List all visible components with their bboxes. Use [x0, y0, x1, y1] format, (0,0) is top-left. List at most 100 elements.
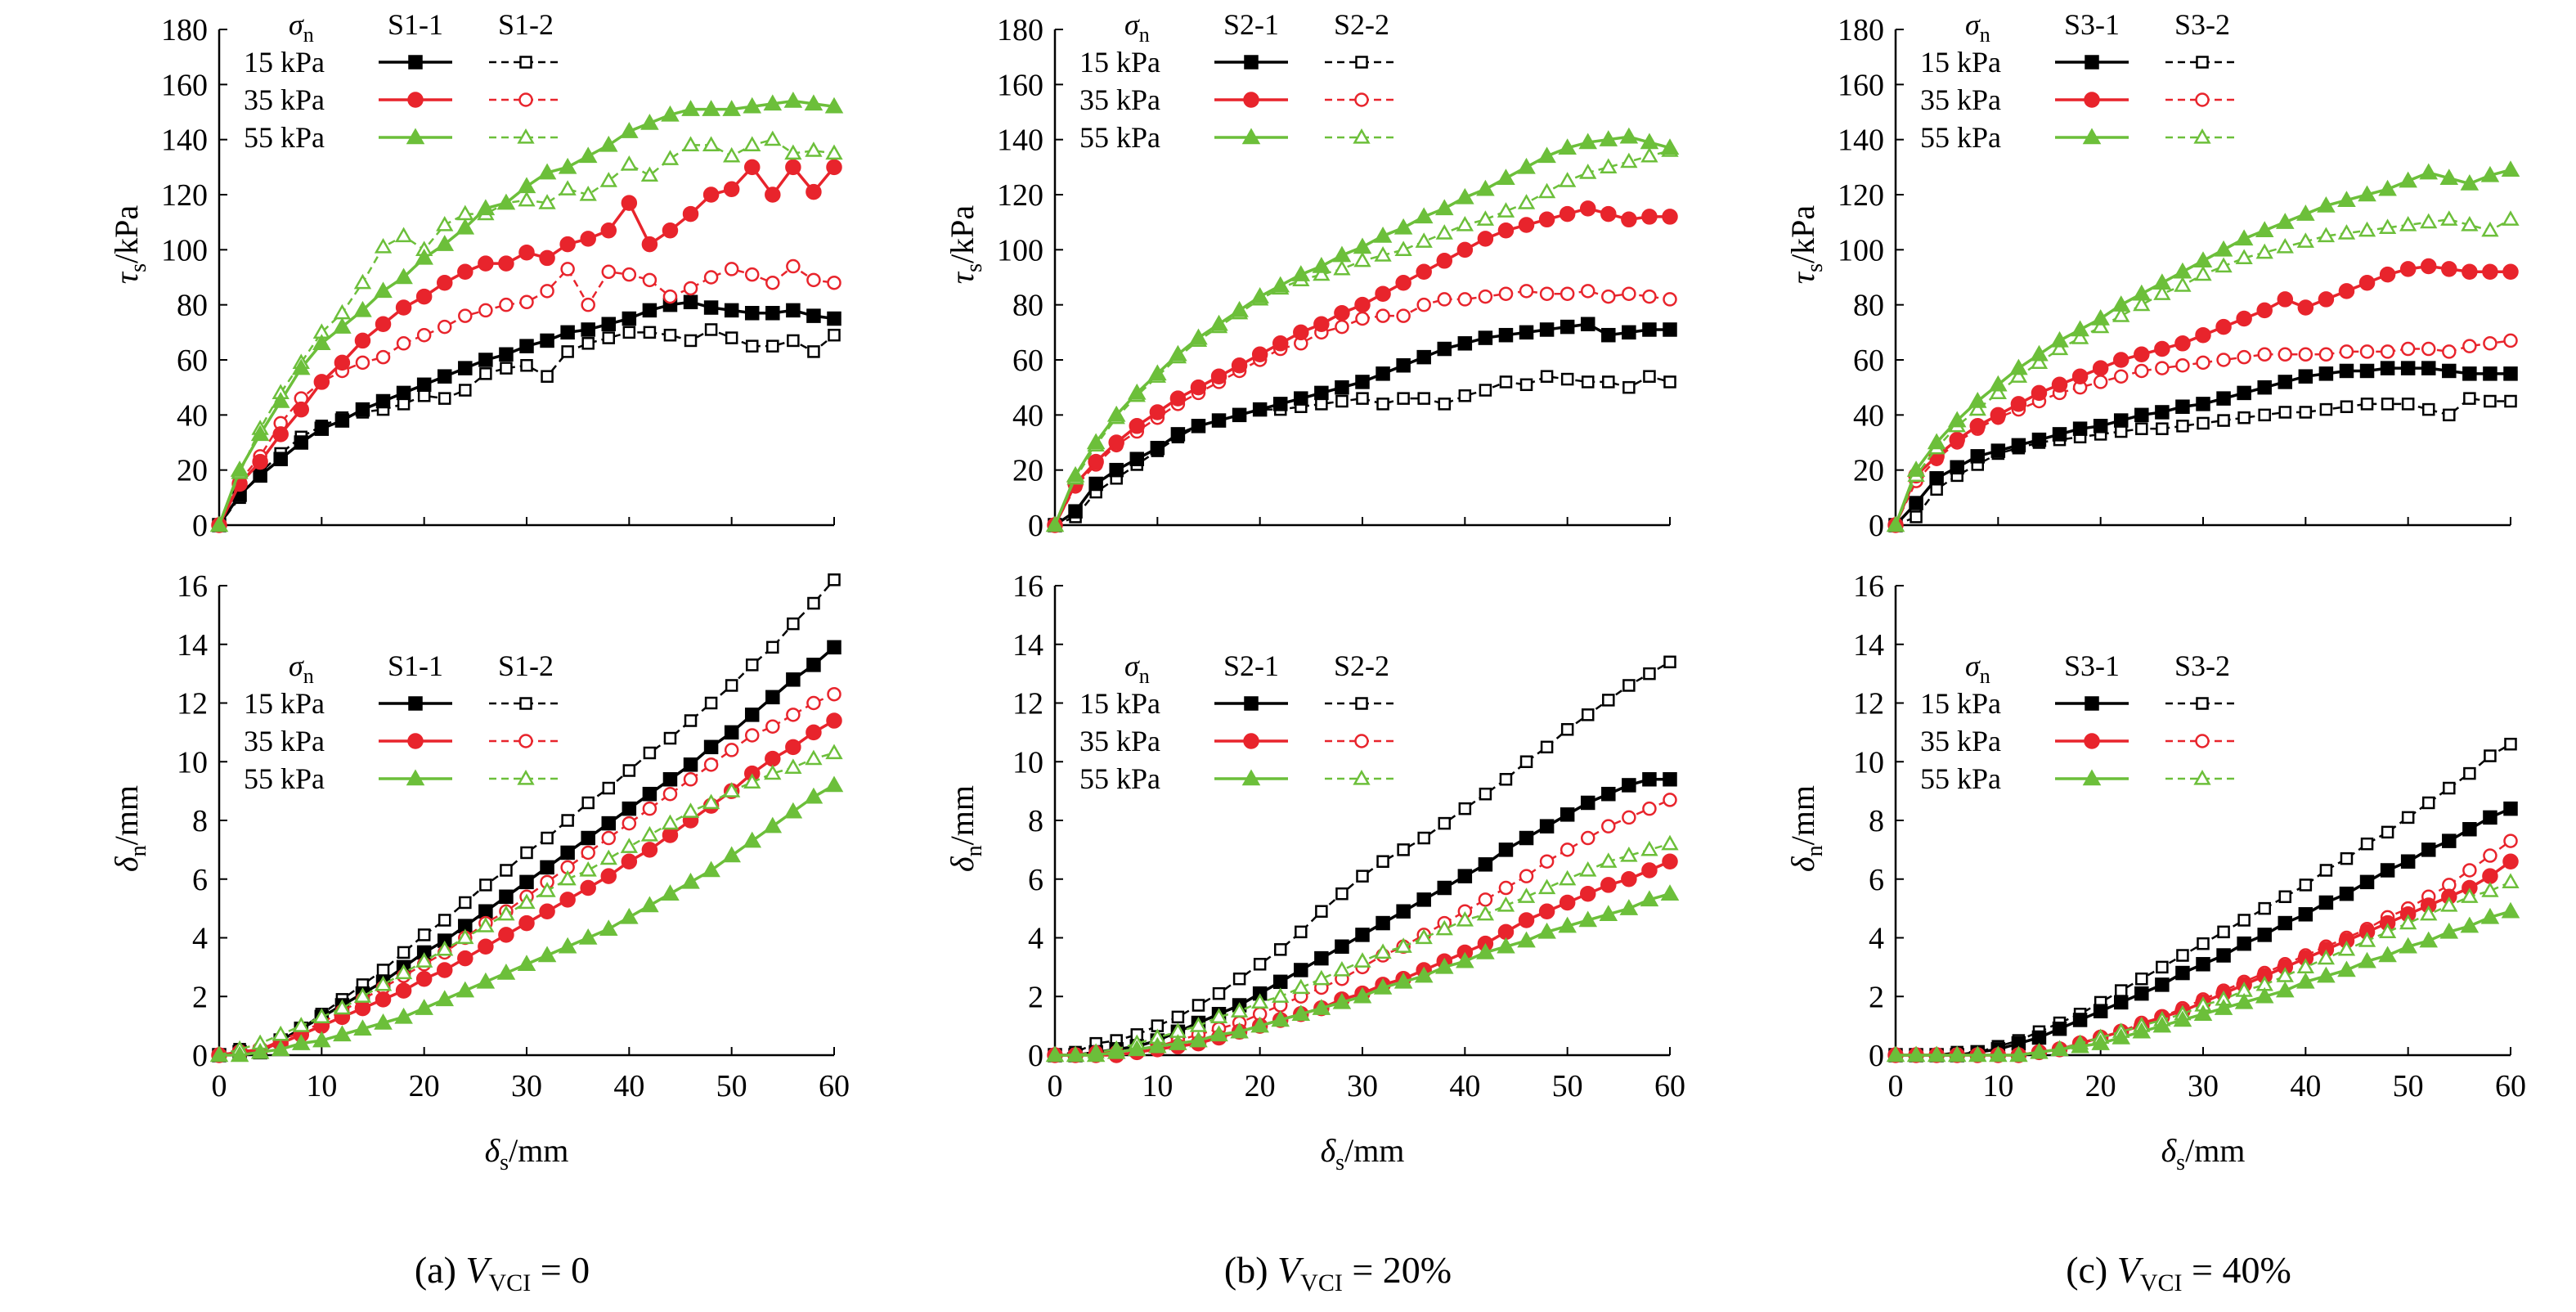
data-point-open [2483, 848, 2497, 863]
data-point-filled [1498, 327, 1514, 343]
data-point-open [1498, 286, 1514, 301]
legend-marker-filled [2084, 733, 2100, 749]
data-point-open [745, 658, 759, 672]
data-point-filled [1599, 130, 1618, 146]
data-point-filled [2030, 1042, 2049, 1059]
data-point-filled [2399, 171, 2417, 188]
data-point-filled [806, 658, 821, 672]
data-point-filled [374, 281, 393, 299]
data-point-filled [2359, 363, 2375, 379]
data-point-filled [291, 1034, 311, 1050]
data-point-filled [333, 1025, 352, 1042]
data-point-filled [539, 249, 555, 267]
data-point-filled [2010, 396, 2027, 412]
data-point-filled [1355, 928, 1370, 942]
data-point-filled [2092, 360, 2109, 376]
data-point-open [1456, 216, 1474, 231]
data-point-filled [1250, 1016, 1269, 1033]
data-point-filled [1989, 375, 2008, 392]
data-point-filled [641, 842, 658, 858]
data-point-open [828, 573, 841, 586]
legend-marker-open [2195, 92, 2210, 107]
data-point-open [1212, 986, 1226, 1000]
data-point-open [2194, 265, 2212, 281]
data-point-open [438, 392, 451, 405]
data-point-filled [702, 100, 720, 116]
data-point-open [1458, 802, 1472, 816]
data-point-open [417, 389, 431, 402]
data-point-filled [1169, 344, 1187, 362]
y-tick-label: 100 [997, 233, 1043, 267]
data-point-filled [2132, 284, 2152, 301]
data-point-open [436, 940, 454, 956]
data-point-open [2114, 984, 2128, 997]
data-point-filled [436, 274, 453, 291]
data-point-filled [1927, 433, 1946, 450]
data-point-filled [724, 303, 739, 318]
y-tick-label: 10 [177, 745, 208, 780]
chart-panel-c-shear-stress: 0 20 40 60 80 100 120 140 160 180 τs/kPa σn S3-1 S3-2… [1784, 8, 2520, 543]
data-point-filled [354, 1000, 371, 1017]
data-point-filled [2503, 801, 2518, 816]
data-point-filled [537, 163, 557, 180]
data-point-filled [1660, 138, 1680, 155]
data-point-open [2296, 232, 2314, 248]
data-point-filled [2358, 951, 2376, 968]
data-point-open [272, 1025, 289, 1041]
data-point-filled [1086, 1045, 1106, 1063]
data-point-filled [1497, 168, 1515, 186]
data-point-open [622, 764, 636, 777]
y-tick-label: 160 [997, 68, 1043, 102]
data-point-filled [1969, 418, 1986, 434]
data-point-filled [476, 199, 496, 216]
data-point-filled [1578, 133, 1598, 150]
data-point-filled [578, 146, 598, 164]
data-point-filled [560, 325, 575, 340]
data-point-open [2421, 796, 2435, 810]
data-point-filled [1148, 1036, 1167, 1054]
data-point-open [2337, 940, 2356, 956]
data-point-open [683, 281, 698, 296]
data-point-open [2401, 811, 2415, 824]
data-point-filled [1414, 966, 1434, 983]
data-point-open [2381, 825, 2394, 839]
data-point-filled [1294, 963, 1308, 977]
legend-marker-filled [407, 733, 424, 749]
data-point-filled [2234, 229, 2254, 246]
data-point-filled [313, 374, 330, 390]
data-point-filled [724, 725, 739, 740]
y-tick-label: 12 [177, 687, 208, 721]
data-point-filled [517, 955, 536, 972]
data-point-filled [1539, 819, 1555, 833]
data-point-open [2278, 890, 2292, 904]
data-point-filled [744, 708, 760, 722]
data-point-open [581, 297, 595, 312]
data-point-open [1580, 284, 1595, 299]
legend-entry-label: 35 kPa [244, 83, 325, 116]
data-point-filled [743, 159, 761, 176]
data-point-filled [1109, 462, 1124, 478]
data-point-filled [2196, 397, 2210, 411]
data-point-open [397, 398, 411, 411]
data-point-filled [519, 874, 534, 890]
data-point-open [2255, 243, 2273, 259]
data-point-filled [640, 896, 659, 913]
data-point-open [2461, 216, 2479, 231]
data-point-open [2299, 878, 2313, 892]
data-point-open [2176, 949, 2189, 962]
data-point-open [1517, 194, 1536, 209]
data-point-filled [702, 860, 720, 878]
data-point-filled [1293, 324, 1309, 341]
data-point-filled [375, 393, 391, 409]
legend-header-col1: S1-1 [388, 649, 443, 682]
data-point-open [622, 816, 637, 831]
legend: σn S2-1 S2-2 15 kPa 35 kPa 55 kPa [1079, 8, 1398, 154]
data-point-filled [1497, 923, 1515, 941]
data-point-filled [1231, 357, 1248, 374]
data-point-filled [1395, 274, 1411, 291]
y-tick-label: 0 [1028, 1039, 1043, 1073]
data-point-filled [2275, 213, 2295, 229]
data-point-open [1537, 182, 1556, 199]
y-tick-label: 0 [1869, 1039, 1884, 1073]
data-point-filled [1106, 1042, 1126, 1059]
